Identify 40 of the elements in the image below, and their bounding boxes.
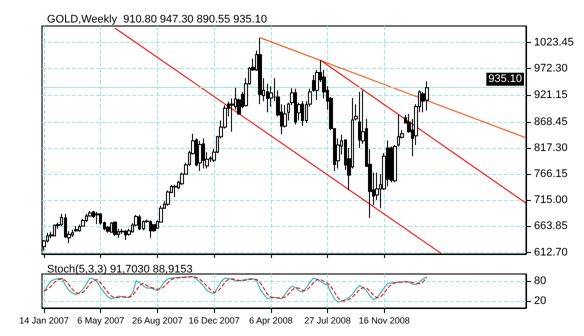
candlestick bbox=[124, 230, 127, 240]
y-tick-label: 972.30 bbox=[534, 62, 568, 75]
y-tick-label: 80 bbox=[534, 274, 546, 287]
candlestick bbox=[386, 140, 390, 187]
candlestick bbox=[294, 88, 297, 126]
candlestick bbox=[198, 140, 202, 172]
y-tick-label: 868.45 bbox=[534, 116, 568, 128]
candlestick bbox=[106, 226, 110, 234]
x-tick-label: 16 Nov 2008 bbox=[358, 316, 410, 326]
y-tick-label: 1023.45 bbox=[534, 36, 574, 49]
y-tick-label: 817.30 bbox=[534, 142, 568, 154]
x-tick-label: 6 May 2007 bbox=[77, 316, 124, 326]
ref-line-label: 935.10 bbox=[488, 73, 522, 86]
y-tick-label: 20 bbox=[534, 295, 546, 308]
candlestick bbox=[95, 211, 99, 225]
candlestick bbox=[425, 81, 429, 111]
candlestick bbox=[173, 184, 177, 198]
y-tick-label: 766.15 bbox=[534, 168, 568, 180]
y-tick-label: 921.15 bbox=[534, 88, 568, 101]
candlestick bbox=[138, 214, 141, 231]
x-tick-label: 26 Aug 2007 bbox=[132, 316, 183, 326]
candlestick bbox=[110, 222, 113, 234]
candlestick bbox=[358, 91, 361, 149]
candlestick bbox=[113, 221, 117, 236]
candlestick bbox=[301, 100, 304, 127]
y-tick-label: 663.85 bbox=[534, 220, 568, 232]
candlestick bbox=[202, 138, 205, 169]
chart-title: GOLD,Weekly 910.80 947.30 890.55 935.10 bbox=[47, 14, 267, 26]
y-tick-label: 612.70 bbox=[534, 246, 568, 258]
y-tick-label: 715.00 bbox=[534, 194, 568, 206]
candlestick bbox=[195, 138, 198, 167]
x-tick-label: 6 Apr 2008 bbox=[249, 316, 293, 326]
x-tick-label: 14 Jan 2007 bbox=[19, 316, 69, 326]
candlestick bbox=[85, 213, 88, 223]
x-tick-label: 16 Dec 2007 bbox=[188, 316, 240, 326]
candlestick bbox=[149, 220, 152, 238]
chart-title: Stoch(5,3,3) 91,7030 88,9153 bbox=[47, 264, 193, 276]
candlestick bbox=[53, 224, 56, 237]
x-tick-label: 27 Jul 2008 bbox=[304, 316, 351, 326]
candlestick bbox=[258, 37, 262, 105]
